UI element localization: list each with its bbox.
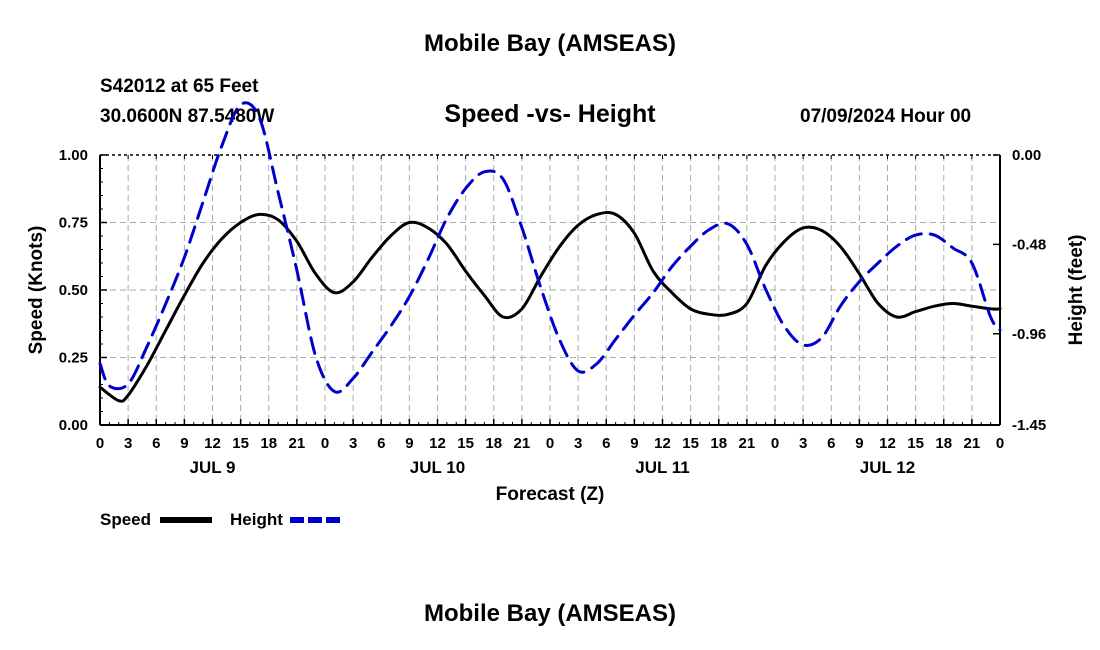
series-line-height — [98, 101, 1002, 394]
x-tick-label: 9 — [630, 435, 638, 452]
legend-label-speed: Speed — [100, 510, 151, 529]
x-tick-label: 15 — [907, 435, 924, 452]
x-tick-label: 21 — [739, 435, 756, 452]
legend: Speed Height — [100, 510, 342, 529]
main-title: Mobile Bay (AMSEAS) — [423, 30, 677, 57]
day-label: JUL 9 — [190, 458, 236, 477]
right-axis-title: Height (feet) — [1066, 235, 1087, 346]
x-tick-label: 3 — [349, 435, 357, 452]
chart-title: Speed -vs- Height — [444, 100, 656, 128]
left-axis-title: Speed (Knots) — [26, 226, 47, 355]
x-tick-label: 12 — [204, 435, 221, 452]
x-tick-label: 9 — [180, 435, 188, 452]
x-tick-label: 9 — [405, 435, 413, 452]
x-tick-label: 0 — [96, 435, 104, 452]
run-time-label: 07/09/2024 Hour 00 — [800, 106, 972, 127]
x-tick-label: 21 — [514, 435, 531, 452]
x-tick-label: 12 — [654, 435, 671, 452]
x-tick-label: 6 — [152, 435, 160, 452]
x-tick-label: 15 — [457, 435, 474, 452]
right-tick-label: -0.96 — [1012, 326, 1046, 343]
station-label: S42012 at 65 Feet — [100, 76, 259, 97]
x-tick-label: 21 — [964, 435, 981, 452]
x-tick-label: 6 — [827, 435, 835, 452]
series — [98, 101, 1002, 403]
x-tick-label: 18 — [260, 435, 277, 452]
day-label: JUL 10 — [410, 458, 465, 477]
x-tick-label: 0 — [321, 435, 329, 452]
x-tick-label: 3 — [799, 435, 807, 452]
x-tick-label: 18 — [485, 435, 502, 452]
x-tick-label: 15 — [232, 435, 249, 452]
grid — [100, 155, 1000, 425]
right-tick-label: 0.00 — [1012, 147, 1041, 164]
axes — [99, 154, 1001, 426]
axis-labels: 0 3 6 9 12 15 18 21 0 3 6 9 12 15 18 21 0 3 6 9 12 15 18 21 0 3 6 9… — [26, 147, 1087, 505]
x-tick-label: 12 — [429, 435, 446, 452]
x-tick-label: 12 — [879, 435, 896, 452]
x-axis-title: Forecast (Z) — [496, 484, 605, 505]
x-tick-label: 21 — [289, 435, 306, 452]
x-tick-label: 0 — [771, 435, 779, 452]
day-label: JUL 11 — [635, 458, 690, 477]
x-tick-label: 3 — [124, 435, 132, 452]
right-tick-label: -0.48 — [1012, 236, 1046, 253]
legend-label-height: Height — [230, 510, 283, 529]
series-line-speed — [98, 211, 1002, 403]
x-tick-label: 0 — [546, 435, 554, 452]
x-tick-label: 15 — [682, 435, 699, 452]
left-tick-label: 0.00 — [59, 417, 88, 434]
left-tick-label: 0.75 — [59, 215, 88, 232]
left-tick-label: 0.50 — [59, 282, 88, 299]
x-tick-label: 18 — [935, 435, 952, 452]
left-tick-label: 1.00 — [59, 147, 88, 164]
x-tick-label: 0 — [996, 435, 1004, 452]
footer-title: Mobile Bay (AMSEAS) — [423, 600, 677, 627]
x-tick-label: 3 — [574, 435, 582, 452]
right-tick-label: -1.45 — [1012, 417, 1046, 434]
x-tick-label: 6 — [602, 435, 610, 452]
x-tick-label: 9 — [855, 435, 863, 452]
left-tick-label: 0.25 — [59, 350, 88, 367]
x-tick-label: 6 — [377, 435, 385, 452]
day-label: JUL 12 — [860, 458, 915, 477]
x-tick-label: 18 — [710, 435, 727, 452]
